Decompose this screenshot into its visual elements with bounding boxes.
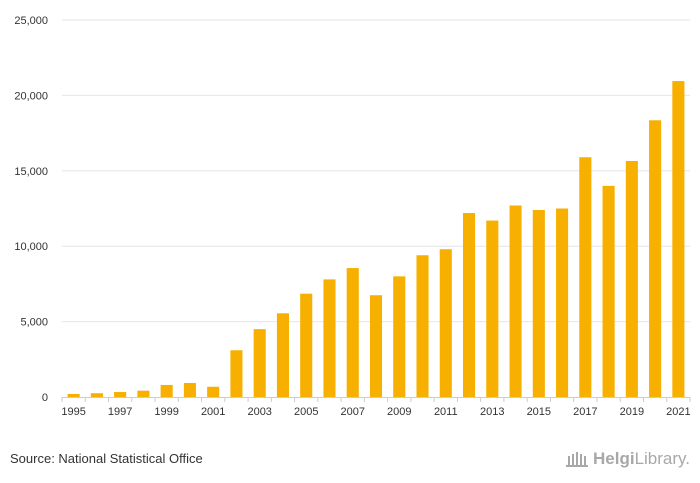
y-tick-label: 25,000	[14, 15, 48, 27]
axes: 0 5,000 10,000 15,000 20,000 25,000 1995 1997 19…	[14, 15, 690, 418]
y-tick-label: 0	[42, 392, 48, 404]
chart: 0 5,000 10,000 15,000 20,000 25,000 1995 1997 19…	[14, 15, 690, 418]
x-tick-label: 2003	[247, 406, 271, 418]
bar-2017	[579, 157, 592, 397]
x-tick-label: 2019	[620, 406, 644, 418]
bar-1999	[160, 384, 173, 397]
bar-2006	[323, 279, 336, 397]
x-tick-label: 2013	[480, 406, 504, 418]
bar-2021	[672, 81, 685, 397]
bars	[67, 81, 685, 398]
bar-2015	[532, 210, 545, 397]
bar-1997	[114, 392, 127, 397]
bar-2016	[556, 208, 569, 397]
y-tick-label: 15,000	[14, 166, 48, 178]
x-tick-label: 2015	[527, 406, 551, 418]
library-building-icon	[566, 452, 588, 467]
x-tick-label: 1995	[61, 406, 85, 418]
x-tick-label: 2017	[573, 406, 597, 418]
bar-2013	[486, 220, 499, 397]
bar-2002	[230, 350, 243, 397]
bar-1998	[137, 390, 150, 397]
logo-text-bold: Helgi	[593, 449, 635, 468]
bar-2011	[439, 249, 452, 397]
x-tick-label: 2005	[294, 406, 318, 418]
x-tick-label: 2011	[434, 406, 458, 418]
bar-2000	[183, 382, 196, 397]
bar-2020	[649, 120, 662, 398]
gridlines	[62, 19, 690, 323]
x-tick-label: 1999	[154, 406, 178, 418]
logo-text-light: Library.	[634, 449, 690, 468]
x-tick-label: 1997	[108, 406, 132, 418]
bar-2003	[253, 329, 266, 397]
y-tick-label: 20,000	[14, 90, 48, 102]
source-note: Source: National Statistical Office	[10, 451, 203, 466]
helgi-library-logo: Helgi Library.	[565, 449, 690, 469]
bar-2009	[393, 276, 406, 397]
y-tick-label: 10,000	[14, 241, 48, 253]
bar-2001	[207, 386, 220, 397]
bar-2012	[462, 213, 476, 397]
bar-2005	[300, 293, 313, 397]
x-tick-label: 2021	[666, 406, 690, 418]
bar-2004	[276, 313, 290, 397]
y-tick-label: 5,000	[20, 317, 48, 329]
bar-2019	[625, 160, 638, 397]
bar-2008	[369, 295, 383, 397]
bar-1996	[90, 393, 103, 397]
x-tick-label: 2007	[340, 406, 364, 418]
bar-2010	[416, 255, 429, 397]
x-tick-label: 2009	[387, 406, 411, 418]
bar-1995	[67, 393, 80, 397]
bar-2007	[346, 268, 359, 397]
bar-2018	[602, 185, 615, 397]
x-tick-label: 2001	[201, 406, 225, 418]
bar-2014	[509, 205, 522, 397]
